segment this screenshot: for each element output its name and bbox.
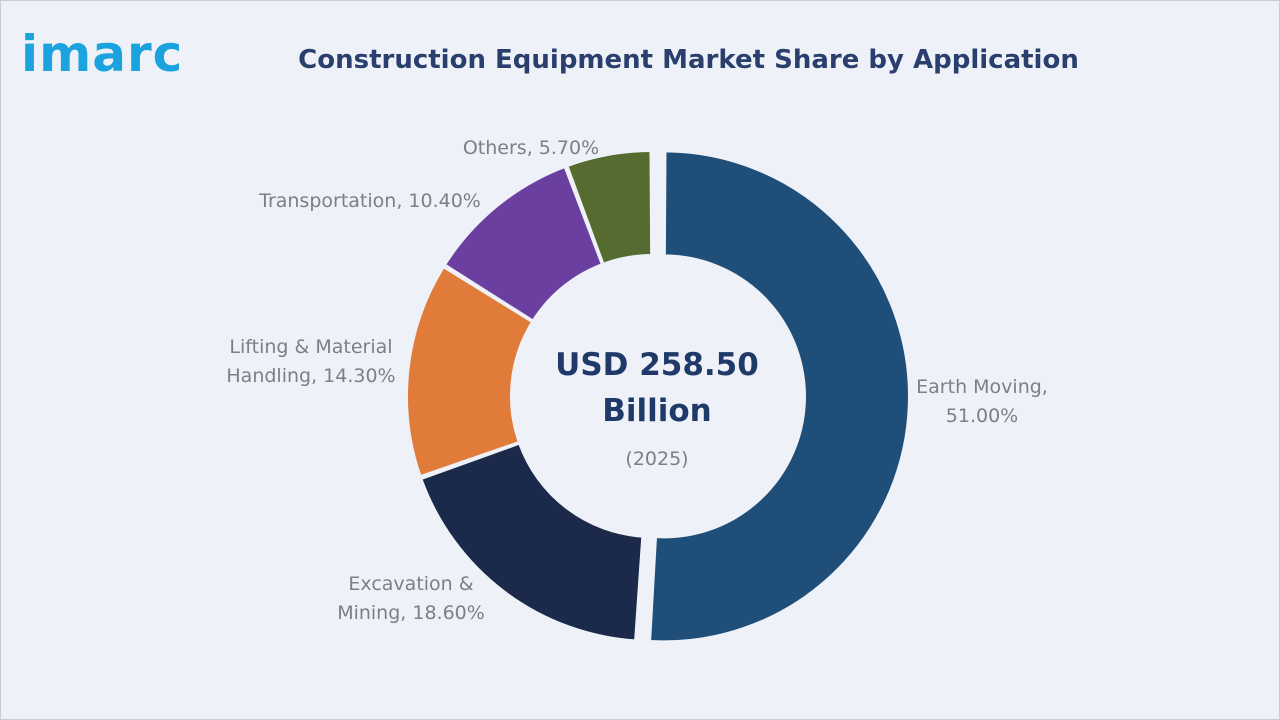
- slice-label-excavation-mining: Excavation & Mining, 18.60%: [337, 573, 485, 624]
- slice-label-lifting-material-handling: Lifting & Material Handling, 14.30%: [226, 336, 395, 387]
- imarc-logo: imarc: [21, 25, 184, 83]
- chart-title: Construction Equipment Market Share by A…: [298, 45, 1079, 75]
- slice-labels: Earth Moving, 51.00% Excavation & Mining, 1…: [226, 137, 1047, 624]
- slice-transportation: [443, 165, 604, 322]
- slice-label-transportation: Transportation, 10.40%: [258, 190, 481, 212]
- donut-center: USD 258.50 Billion (2025): [555, 347, 759, 470]
- slice-earth-moving: [649, 150, 910, 643]
- slice-others: [566, 149, 653, 265]
- slice-lifting-material-handling: [406, 265, 534, 478]
- slice-label-earth-moving: Earth Moving, 51.00%: [916, 376, 1048, 427]
- slice-excavation-mining: [420, 442, 644, 642]
- donut-slices: [406, 149, 910, 643]
- slice-label-others: Others, 5.70%: [463, 137, 599, 159]
- center-year: (2025): [625, 448, 688, 470]
- center-value-amount: USD 258.50: [555, 347, 759, 383]
- center-value-unit: Billion: [602, 393, 712, 429]
